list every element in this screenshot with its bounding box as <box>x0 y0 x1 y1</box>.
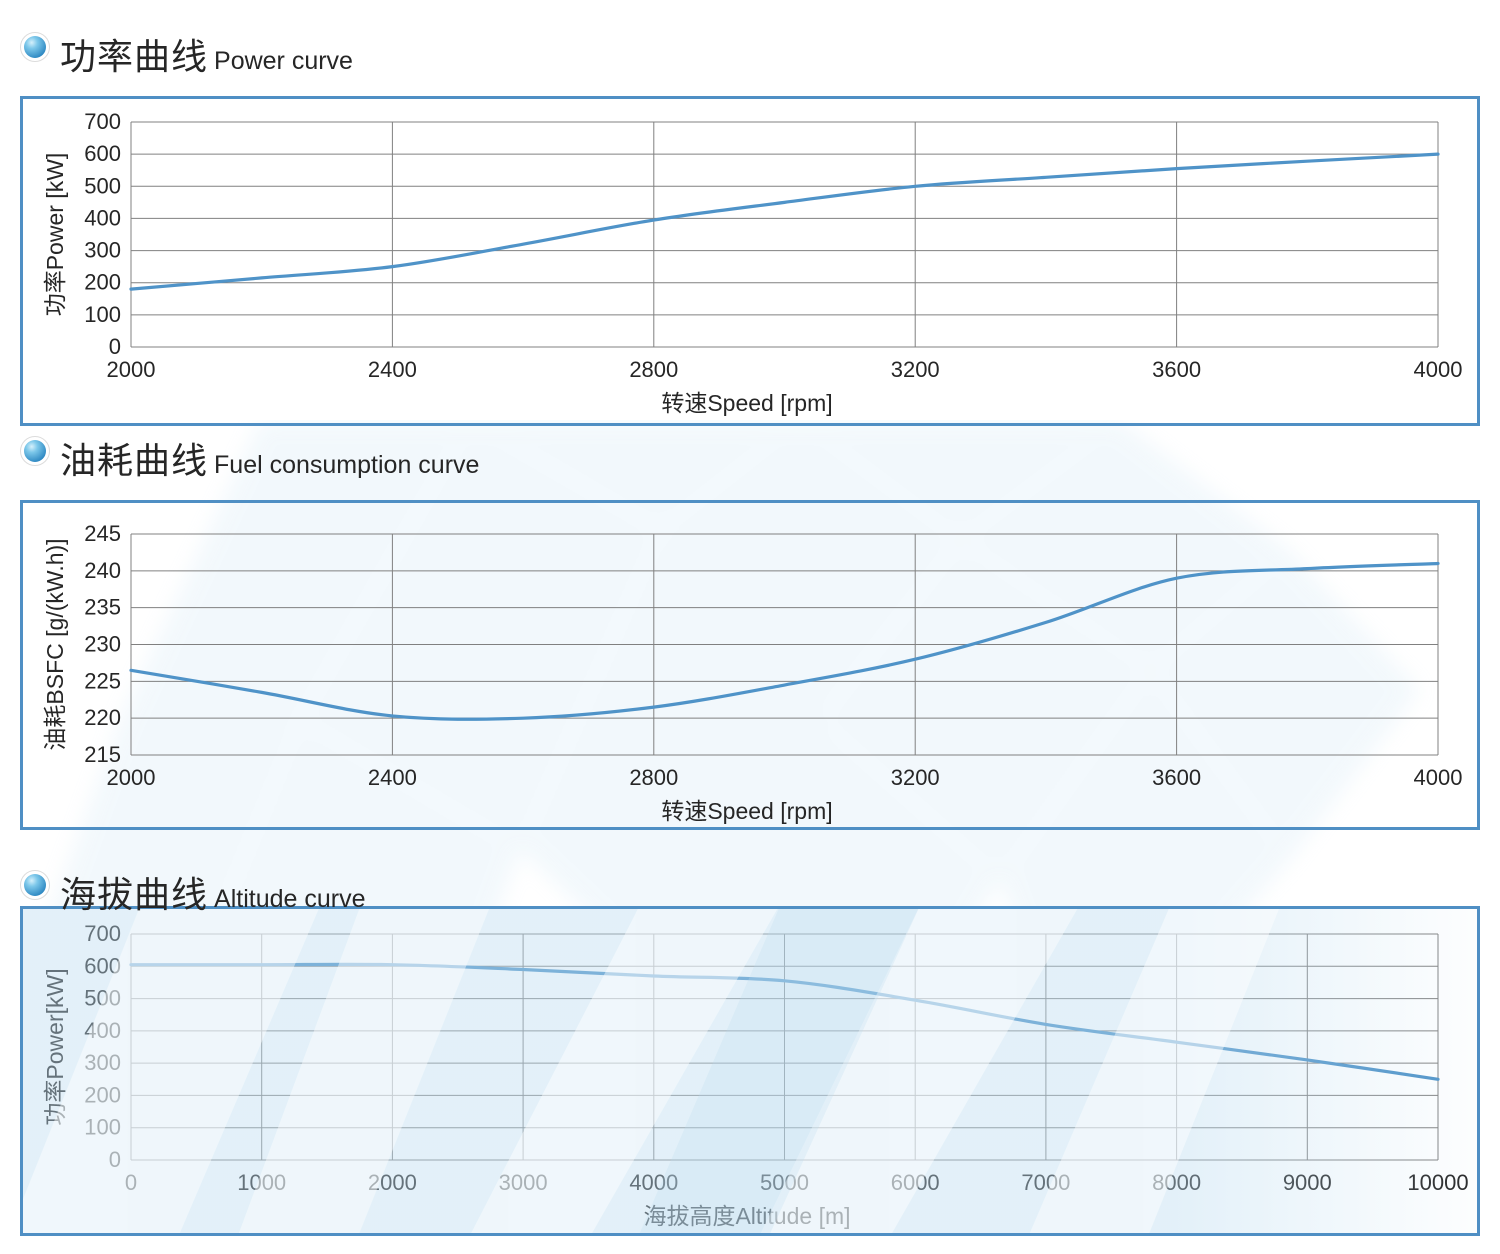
svg-text:2800: 2800 <box>629 765 678 790</box>
svg-text:转速Speed [rpm]: 转速Speed [rpm] <box>661 798 832 824</box>
svg-text:245: 245 <box>84 521 121 546</box>
svg-text:400: 400 <box>84 205 121 230</box>
svg-text:2400: 2400 <box>368 765 417 790</box>
svg-text:3200: 3200 <box>891 765 940 790</box>
svg-text:600: 600 <box>84 141 121 166</box>
svg-text:2400: 2400 <box>368 357 417 382</box>
svg-text:油耗BSFC [g/(kW.h)]: 油耗BSFC [g/(kW.h)] <box>42 538 68 750</box>
svg-text:215: 215 <box>84 742 121 767</box>
svg-text:200: 200 <box>84 270 121 295</box>
svg-text:500: 500 <box>84 173 121 198</box>
svg-text:2000: 2000 <box>107 357 156 382</box>
svg-text:235: 235 <box>84 595 121 620</box>
svg-text:2000: 2000 <box>107 765 156 790</box>
svg-text:2800: 2800 <box>629 357 678 382</box>
svg-text:0: 0 <box>109 334 121 359</box>
svg-text:功率Power [kW]: 功率Power [kW] <box>42 153 68 317</box>
svg-text:3200: 3200 <box>891 357 940 382</box>
svg-text:3600: 3600 <box>1152 765 1201 790</box>
svg-text:300: 300 <box>84 238 121 263</box>
svg-text:225: 225 <box>84 668 121 693</box>
svg-text:4000: 4000 <box>1414 765 1463 790</box>
svg-text:4000: 4000 <box>1414 357 1463 382</box>
svg-text:转速Speed [rpm]: 转速Speed [rpm] <box>661 390 832 416</box>
svg-text:100: 100 <box>84 302 121 327</box>
svg-text:230: 230 <box>84 632 121 657</box>
svg-text:240: 240 <box>84 558 121 583</box>
svg-text:220: 220 <box>84 705 121 730</box>
svg-text:3600: 3600 <box>1152 357 1201 382</box>
svg-text:700: 700 <box>84 109 121 134</box>
